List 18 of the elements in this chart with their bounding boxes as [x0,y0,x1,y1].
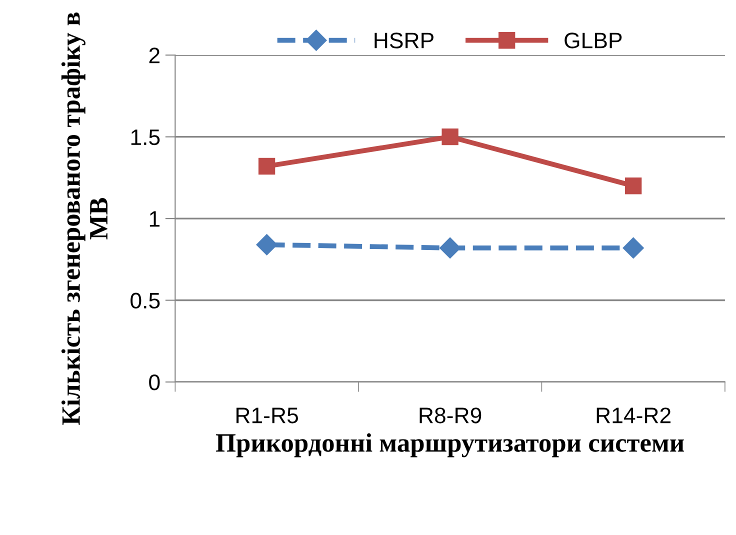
x-tick-label: R8-R9 [420,408,482,424]
point [622,237,644,258]
x-tick-label: R14-R2 [596,408,670,424]
legend-label: GLBP [564,32,622,48]
y-tick-label: 2 [149,48,160,64]
y-tick-label: 0.5 [130,292,160,309]
y-tick-label: 1.5 [131,130,160,146]
point [624,178,642,194]
point [258,158,276,175]
legend-label: HSRP [374,32,434,48]
x-axis-title: Прикордонні маршрутизатори системи [216,433,684,458]
y-tick-label: 1 [150,211,160,227]
y-axis-title: Кількість згенерованого трафіку в МВ [61,12,108,425]
x-tick-label: R1-R5 [236,408,298,424]
point [256,234,278,256]
point [440,237,461,258]
point [442,128,458,146]
y-tick-label: 0 [149,374,160,390]
